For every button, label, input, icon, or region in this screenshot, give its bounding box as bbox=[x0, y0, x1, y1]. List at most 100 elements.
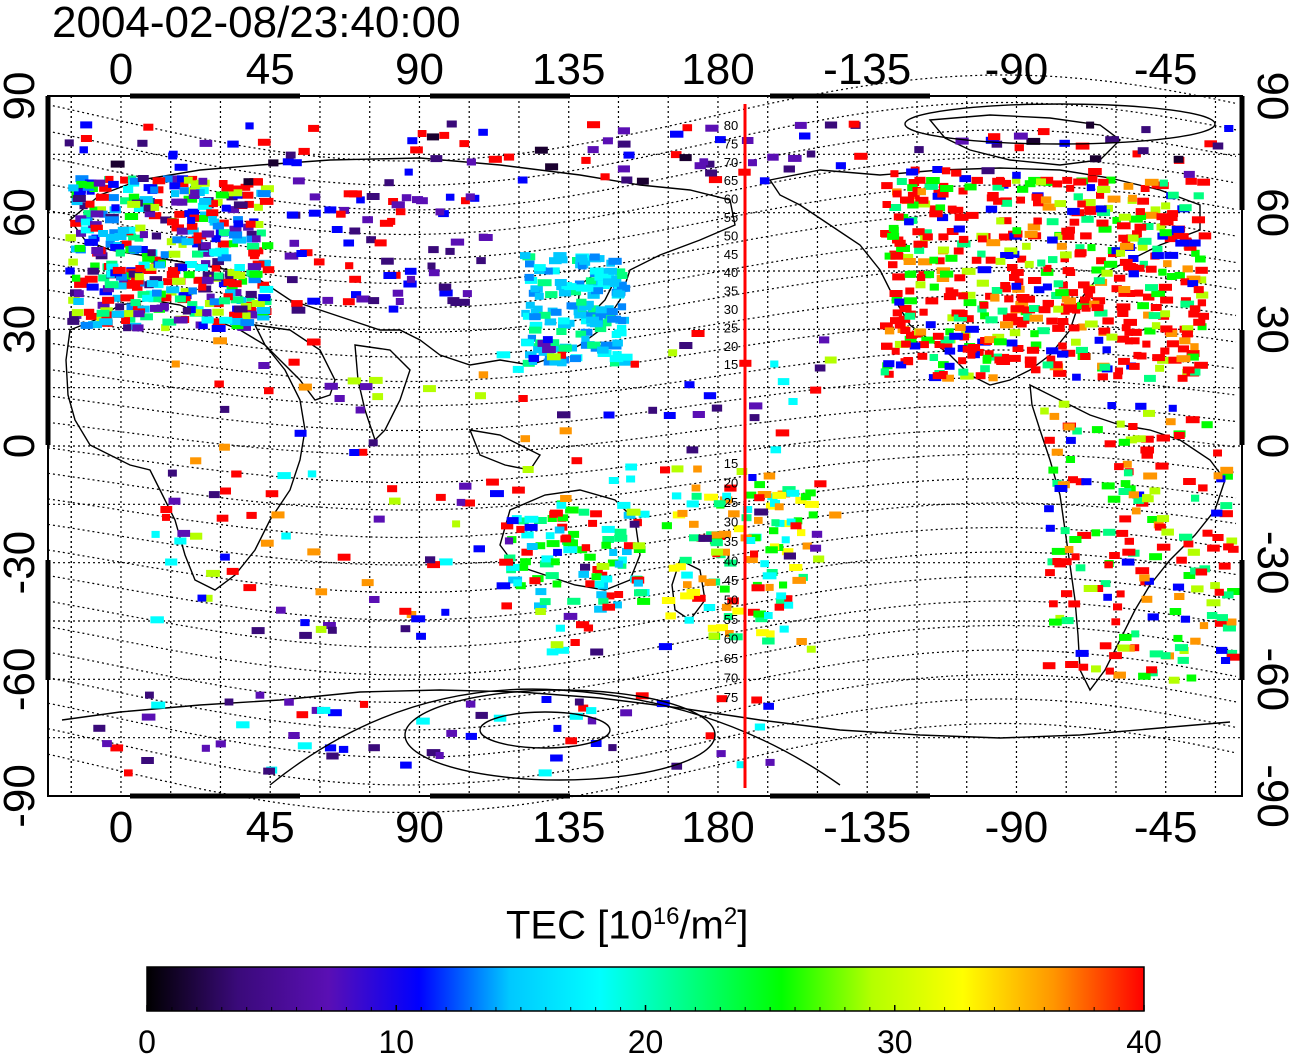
maglat-contour bbox=[47, 376, 1237, 432]
tec-cell bbox=[887, 232, 900, 240]
tec-cell bbox=[1063, 423, 1075, 431]
tec-cell bbox=[1186, 674, 1197, 682]
tec-cell bbox=[1009, 274, 1020, 281]
maglat-contour bbox=[47, 349, 1237, 407]
tec-cell bbox=[1098, 178, 1109, 186]
tec-cell bbox=[929, 256, 939, 264]
tec-cell bbox=[537, 339, 551, 347]
tec-cell bbox=[1179, 204, 1192, 212]
tec-cell bbox=[220, 487, 232, 495]
tec-cell bbox=[351, 291, 362, 299]
tec-cell bbox=[221, 184, 234, 192]
tec-cell bbox=[435, 493, 446, 501]
tec-cell bbox=[819, 336, 830, 344]
tec-cell bbox=[555, 646, 570, 654]
tec-cell bbox=[1135, 567, 1150, 575]
tec-cell bbox=[590, 648, 604, 656]
tec-cell bbox=[121, 317, 131, 324]
tec-cell bbox=[1187, 280, 1199, 288]
tec-cell bbox=[889, 204, 902, 211]
tec-cell bbox=[403, 280, 417, 288]
tec-cell bbox=[134, 273, 144, 281]
tec-cell bbox=[544, 318, 557, 326]
tec-cell bbox=[232, 236, 247, 244]
tec-cell bbox=[215, 247, 229, 255]
tec-cell bbox=[1199, 622, 1209, 630]
tec-cell bbox=[529, 326, 542, 334]
tec-cell bbox=[459, 482, 472, 490]
tec-cell bbox=[929, 354, 939, 361]
tec-cell bbox=[399, 607, 412, 615]
tec-cell bbox=[254, 203, 263, 211]
tec-cell bbox=[428, 269, 440, 277]
tec-cell bbox=[171, 198, 183, 206]
tec-cell bbox=[75, 175, 89, 183]
tec-cell bbox=[368, 297, 380, 305]
tec-cell bbox=[306, 338, 321, 346]
tec-cell bbox=[704, 578, 716, 586]
tec-cell bbox=[953, 225, 965, 233]
tec-cell bbox=[985, 136, 1000, 144]
tec-cell bbox=[1012, 171, 1021, 179]
tec-cell bbox=[244, 200, 254, 208]
tec-cell bbox=[194, 309, 204, 317]
tec-cell bbox=[223, 293, 233, 301]
tec-cell bbox=[528, 354, 540, 362]
tec-cell bbox=[545, 532, 555, 540]
tec-cell bbox=[1159, 229, 1172, 237]
lat-tick-label: -30 bbox=[0, 531, 44, 595]
tec-cell bbox=[499, 558, 514, 566]
tec-cell bbox=[576, 621, 590, 629]
tec-cell bbox=[648, 406, 658, 414]
tec-cell bbox=[1031, 193, 1043, 201]
tec-cell bbox=[522, 312, 533, 320]
tec-cell bbox=[890, 317, 901, 325]
tec-cell bbox=[1026, 137, 1041, 145]
tec-cell bbox=[991, 287, 1003, 294]
tec-cell bbox=[1045, 569, 1055, 577]
maglat-contour bbox=[47, 600, 1237, 676]
tec-cell bbox=[1053, 280, 1064, 288]
tec-cell bbox=[479, 234, 493, 241]
tec-cell bbox=[368, 439, 378, 447]
tec-cell bbox=[79, 202, 88, 210]
maglat-contour bbox=[47, 624, 1237, 704]
tec-cell bbox=[1214, 619, 1228, 627]
tec-cell bbox=[154, 261, 166, 269]
tec-cell bbox=[99, 184, 112, 192]
tec-cell bbox=[995, 257, 1006, 265]
tec-cell bbox=[1152, 354, 1165, 362]
tec-cell bbox=[884, 327, 895, 335]
tec-cell bbox=[110, 244, 125, 251]
tec-cell bbox=[749, 402, 763, 410]
tec-cell bbox=[610, 359, 620, 367]
maglat-contour bbox=[47, 428, 1237, 484]
tec-cell bbox=[578, 704, 589, 712]
tec-cell bbox=[611, 275, 622, 283]
tec-cell bbox=[963, 315, 974, 323]
tec-cell bbox=[829, 511, 842, 519]
tec-cell bbox=[1186, 275, 1201, 283]
tec-cell bbox=[490, 490, 504, 498]
tec-cell bbox=[496, 351, 511, 359]
tec-cell bbox=[260, 539, 274, 547]
tec-cell bbox=[811, 530, 823, 538]
tec-cell bbox=[1117, 222, 1131, 230]
tec-cell bbox=[192, 240, 201, 248]
tec-cell bbox=[634, 589, 648, 597]
tec-cell bbox=[1081, 215, 1094, 223]
tec-cell bbox=[379, 219, 394, 227]
tec-cell bbox=[945, 328, 954, 336]
tec-cell bbox=[1084, 290, 1093, 298]
tec-cell bbox=[979, 301, 989, 309]
tec-cell bbox=[183, 271, 195, 279]
tec-cell bbox=[476, 257, 486, 265]
tec-cell bbox=[190, 532, 203, 540]
tec-cell bbox=[97, 206, 107, 214]
tec-cell bbox=[788, 398, 798, 405]
tec-cell bbox=[201, 316, 214, 324]
tec-cell bbox=[369, 596, 380, 603]
tec-cell bbox=[150, 186, 159, 194]
tec-cell bbox=[162, 318, 177, 326]
tec-cell bbox=[1012, 227, 1022, 235]
